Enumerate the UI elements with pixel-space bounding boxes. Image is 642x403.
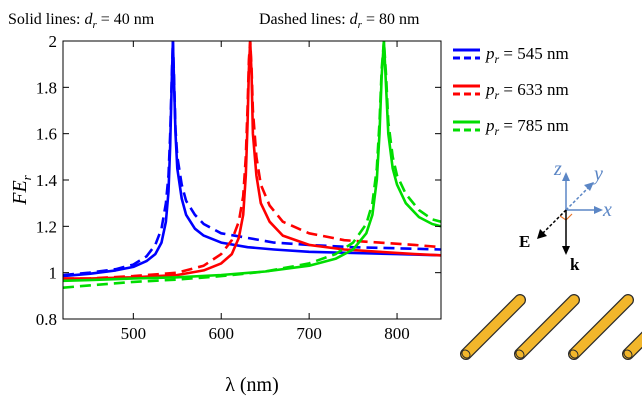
x-tick-label: 700 bbox=[296, 324, 322, 343]
nanorod bbox=[460, 294, 526, 360]
k-vector-arrow bbox=[562, 210, 570, 255]
x-tick-label: 800 bbox=[384, 324, 410, 343]
z-axis-arrow bbox=[562, 172, 570, 210]
nanorod bbox=[514, 294, 580, 360]
x-tick-label: 500 bbox=[121, 324, 147, 343]
x-axis-label: λ (nm) bbox=[225, 374, 279, 396]
nanorod bbox=[622, 331, 642, 360]
note-dashed-lines: Dashed lines: dr = 80 nm bbox=[259, 11, 420, 31]
y-tick-label: 1.8 bbox=[36, 78, 57, 97]
nanorod-array bbox=[460, 294, 642, 360]
x-tick-label: 600 bbox=[208, 324, 234, 343]
series-2-dashed-line bbox=[63, 41, 441, 280]
y-tick-label: 1.6 bbox=[36, 125, 57, 144]
x-axis-arrow bbox=[566, 206, 603, 214]
coordinate-inset: z y x E k bbox=[519, 158, 612, 274]
k-vector-label: k bbox=[570, 255, 580, 274]
series-1-dashed-line bbox=[63, 41, 441, 277]
y-tick-label: 2 bbox=[49, 32, 58, 51]
legend: pr = 545 nm pr = 633 nm pr = 785 nm bbox=[453, 44, 569, 138]
e-field-label: E bbox=[519, 232, 530, 251]
x-axis-label-inset: x bbox=[602, 199, 612, 221]
y-tick-label: 0.8 bbox=[36, 310, 57, 329]
y-axis-label: y bbox=[592, 163, 603, 185]
legend-label: pr = 545 nm bbox=[485, 44, 569, 66]
plot-area: 500 600 700 800 0.8 1 1.2 1.4 1.6 1.8 2 bbox=[36, 32, 442, 343]
z-axis-label: z bbox=[553, 158, 562, 180]
tick-layer: 500 600 700 800 0.8 1 1.2 1.4 1.6 1.8 2 bbox=[36, 32, 441, 343]
series-3-dashed-line bbox=[63, 41, 441, 289]
y-axis-label: FEr bbox=[9, 174, 34, 205]
y-tick-label: 1.2 bbox=[36, 217, 57, 236]
e-field-arrow bbox=[537, 209, 567, 239]
y-tick-label: 1 bbox=[49, 264, 58, 283]
y-axis-arrow bbox=[565, 182, 594, 211]
nanorod bbox=[568, 294, 634, 360]
legend-label: pr = 633 nm bbox=[485, 80, 569, 102]
note-solid-lines: Solid lines: dr = 40 nm bbox=[8, 11, 155, 31]
y-tick-label: 1.4 bbox=[36, 171, 58, 190]
series-3-solid-line bbox=[63, 41, 441, 283]
legend-label: pr = 785 nm bbox=[485, 116, 569, 138]
series-layer bbox=[63, 41, 441, 289]
